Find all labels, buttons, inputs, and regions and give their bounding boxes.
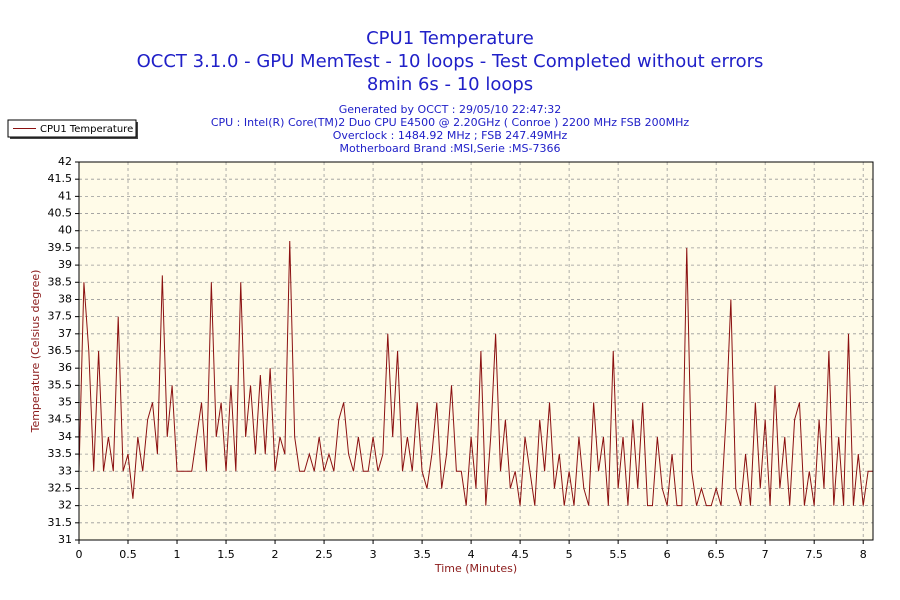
- y-tick-label: 31: [58, 533, 72, 546]
- y-tick-label: 34: [58, 430, 72, 443]
- chart-title: OCCT 3.1.0 - GPU MemTest - 10 loops - Te…: [137, 51, 764, 72]
- x-tick-label: 3.5: [413, 548, 431, 561]
- y-axis-label: Temperature (Celsius degree): [29, 270, 42, 434]
- y-tick-label: 33: [58, 464, 72, 477]
- x-tick-label: 7.5: [805, 548, 823, 561]
- x-tick-label: 2: [272, 548, 279, 561]
- x-tick-label: 1: [174, 548, 181, 561]
- y-tick-label: 38.5: [48, 275, 73, 288]
- legend-label: CPU1 Temperature: [40, 124, 133, 135]
- x-tick-label: 6: [664, 548, 671, 561]
- y-tick-label: 42: [58, 155, 72, 168]
- y-tick-label: 39.5: [48, 241, 73, 254]
- x-tick-label: 4.5: [511, 548, 529, 561]
- y-tick-label: 33.5: [48, 447, 73, 460]
- y-tick-label: 38: [58, 292, 72, 305]
- legend-box: [7, 119, 137, 138]
- y-tick-label: 39: [58, 258, 72, 271]
- x-tick-label: 3: [370, 548, 377, 561]
- y-tick-label: 37.5: [48, 310, 73, 323]
- x-tick-label: 7: [762, 548, 769, 561]
- chart-title: 8min 6s - 10 loops: [367, 74, 533, 95]
- chart-title: CPU1 Temperature: [366, 28, 534, 49]
- x-tick-label: 0: [76, 548, 83, 561]
- plot-border: [78, 161, 874, 541]
- data-line: [78, 241, 873, 507]
- x-tick-label: 6.5: [707, 548, 725, 561]
- y-tick-label: 40: [58, 224, 72, 237]
- y-tick-label: 32.5: [48, 481, 73, 494]
- subtitle: CPU : Intel(R) Core(TM)2 Duo CPU E4500 @…: [211, 116, 690, 129]
- x-tick-label: 1.5: [217, 548, 235, 561]
- subtitle: Motherboard Brand :MSI,Serie :MS-7366: [340, 142, 561, 155]
- subtitle: Generated by OCCT : 29/05/10 22:47:32: [339, 103, 562, 116]
- y-tick-label: 35: [58, 396, 72, 409]
- y-tick-label: 32: [58, 499, 72, 512]
- y-tick-label: 36: [58, 361, 72, 374]
- y-tick-label: 31.5: [48, 516, 73, 529]
- x-tick-label: 8: [860, 548, 867, 561]
- x-tick-label: 4: [468, 548, 475, 561]
- subtitle: Overclock : 1484.92 MHz ; FSB 247.49MHz: [333, 129, 568, 142]
- y-tick-label: 34.5: [48, 413, 73, 426]
- y-tick-label: 40.5: [48, 207, 73, 220]
- y-tick-label: 41: [58, 189, 72, 202]
- x-axis-label: Time (Minutes): [434, 562, 517, 575]
- y-tick-label: 41.5: [48, 172, 73, 185]
- x-tick-label: 2.5: [315, 548, 333, 561]
- y-tick-label: 36.5: [48, 344, 73, 357]
- x-tick-label: 5.5: [609, 548, 627, 561]
- y-tick-label: 37: [58, 327, 72, 340]
- y-tick-label: 35.5: [48, 378, 73, 391]
- x-tick-label: 5: [566, 548, 573, 561]
- x-tick-label: 0.5: [119, 548, 137, 561]
